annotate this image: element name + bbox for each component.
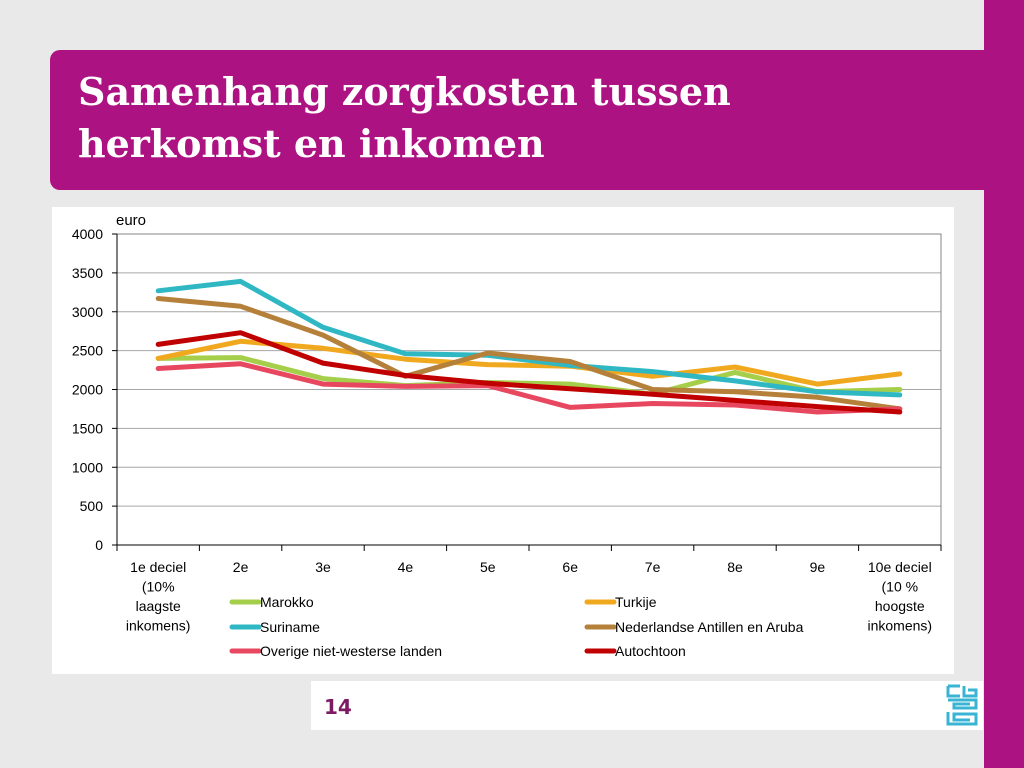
- footer-panel: 14: [311, 681, 983, 730]
- legend-label: Turkije: [615, 594, 657, 610]
- x-tick-label-line: 10e deciel: [868, 559, 932, 575]
- x-tick-label: 8e: [727, 559, 743, 575]
- y-tick-label: 1000: [72, 459, 103, 475]
- x-tick-label-line: (10%: [142, 579, 175, 595]
- legend-label: Marokko: [260, 594, 314, 610]
- x-tick-label-line: 2e: [233, 559, 249, 575]
- title-band: Samenhang zorgkosten tussen herkomst en …: [50, 50, 990, 190]
- x-tick-label-line: 9e: [810, 559, 826, 575]
- y-axis-label: euro: [116, 212, 146, 229]
- y-tick-label: 2500: [72, 343, 103, 359]
- x-tick-label-line: inkomens): [126, 618, 191, 634]
- series-line-5: [155, 361, 903, 415]
- x-tick-label: 4e: [398, 559, 414, 575]
- chart-panel: 0 500 1000 1500 2000 2500 3000 3500 4000 euro 1e d…: [52, 207, 954, 674]
- y-tick-label: 0: [95, 537, 103, 553]
- y-tick-label: 500: [80, 498, 104, 514]
- legend-label: Autochtoon: [615, 643, 686, 659]
- x-tick-label: 7e: [645, 559, 661, 575]
- series-line-2: [155, 338, 903, 387]
- x-tick-label-line: 6e: [562, 559, 578, 575]
- y-tick-label: 2000: [72, 382, 103, 398]
- x-tick-label: 3e: [315, 559, 331, 575]
- page-title: Samenhang zorgkosten tussen herkomst en …: [78, 66, 798, 170]
- series-line-1: [155, 355, 903, 397]
- title-line-2: herkomst en inkomen: [78, 121, 545, 166]
- x-tick-label-line: 7e: [645, 559, 661, 575]
- x-tick-label: 10e deciel (10 % hoogste inkomens): [868, 559, 933, 634]
- x-tick-label-line: 3e: [315, 559, 331, 575]
- line-chart: 0 500 1000 1500 2000 2500 3000 3500 4000 euro 1e d…: [72, 212, 942, 659]
- x-tick-label: 9e: [810, 559, 826, 575]
- legend-label: Overige niet-westerse landen: [260, 643, 442, 659]
- x-tick-label-line: 4e: [398, 559, 414, 575]
- x-tick-label-line: 1e deciel: [130, 559, 186, 575]
- right-accent-bar: [984, 0, 1024, 768]
- x-tick-label-line: (10 %: [882, 579, 919, 595]
- page-number: 14: [324, 695, 352, 719]
- series-line-6: [155, 330, 903, 415]
- y-tick-label: 1500: [72, 420, 103, 436]
- x-tick-label: 5e: [480, 559, 496, 575]
- cbs-logo-icon: [946, 684, 978, 726]
- x-tick-label: 2e: [233, 559, 249, 575]
- y-tick-label: 3500: [72, 265, 103, 281]
- y-tick-label: 3000: [72, 304, 103, 320]
- x-tick-label-line: inkomens): [868, 618, 933, 634]
- x-tick-label-line: laagste: [136, 598, 181, 614]
- series-line-4: [155, 296, 903, 412]
- title-line-1: Samenhang zorgkosten tussen: [78, 69, 731, 114]
- x-tick-label: 1e deciel (10% laagste inkomens): [126, 559, 191, 634]
- x-tick-label-line: hoogste: [875, 598, 925, 614]
- legend-label: Suriname: [260, 619, 320, 635]
- y-tick-label: 4000: [72, 226, 103, 242]
- series-line-3: [155, 278, 903, 398]
- x-tick-label: 6e: [562, 559, 578, 575]
- x-tick-label-line: 5e: [480, 559, 496, 575]
- x-tick-label-line: 8e: [727, 559, 743, 575]
- legend-label: Nederlandse Antillen en Aruba: [615, 619, 804, 635]
